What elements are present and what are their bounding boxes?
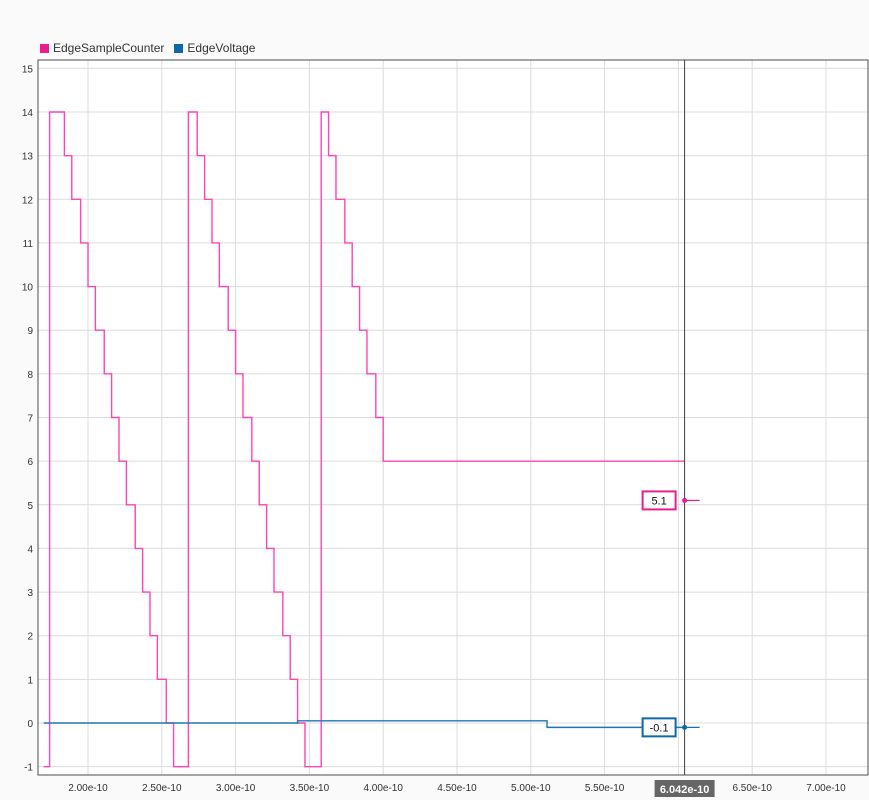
- y-tick-label: 6: [27, 457, 33, 468]
- cursor-x-label-box: [654, 780, 715, 797]
- legend-swatch: [174, 43, 184, 53]
- y-tick-label: 15: [22, 64, 34, 75]
- plot-border: [37, 59, 869, 776]
- x-tick-label: 3.50e-10: [290, 783, 330, 794]
- cursor-x-label: 6.042e-10: [660, 784, 710, 796]
- cursor-readout-marker: [682, 724, 688, 730]
- y-tick-label: 7: [27, 414, 33, 425]
- y-tick-label: 3: [27, 588, 33, 599]
- x-tick-label: 2.50e-10: [142, 783, 182, 794]
- cursor-readout-marker: [682, 497, 688, 503]
- y-tick-label: 8: [27, 370, 33, 381]
- y-tick-label: 10: [22, 283, 34, 294]
- cursor-readout-box: [641, 717, 677, 738]
- legend-item[interactable]: EdgeVoltage: [174, 41, 255, 55]
- cursor-readout-value: -0.1: [650, 722, 669, 734]
- series-line-EdgeSampleCounter[interactable]: [43, 111, 685, 768]
- legend: EdgeSampleCounter EdgeVoltage: [40, 40, 265, 56]
- x-tick-label: 6.50e-10: [732, 783, 772, 794]
- x-tick-label: 7.00e-10: [806, 783, 846, 794]
- x-tick-label: 5.00e-10: [511, 783, 551, 794]
- y-tick-label: 9: [27, 326, 33, 337]
- y-tick-label: 14: [22, 108, 34, 119]
- y-tick-label: 5: [27, 501, 33, 512]
- cursor-readout-box: [641, 490, 677, 511]
- y-tick-label: 11: [23, 239, 34, 250]
- cursor-readout-value: 5.1: [651, 495, 666, 507]
- legend-label: EdgeSampleCounter: [53, 41, 165, 55]
- x-tick-label: 4.00e-10: [363, 783, 403, 794]
- x-tick-label: 3.00e-10: [216, 783, 256, 794]
- legend-swatch: [40, 43, 49, 53]
- y-tick-label: 1: [27, 675, 33, 686]
- y-tick-label: 12: [22, 195, 34, 206]
- x-tick-label: 2.00e-10: [68, 783, 108, 794]
- x-tick-label: 4.50e-10: [437, 783, 477, 794]
- y-tick-label: -1: [24, 763, 33, 774]
- legend-label: EdgeVoltage: [187, 41, 256, 55]
- x-tick-label: 5.50e-10: [585, 783, 625, 794]
- y-tick-label: 13: [22, 152, 34, 163]
- y-tick-label: 4: [27, 544, 33, 555]
- y-tick-label: 2: [27, 632, 33, 643]
- y-tick-label: 0: [27, 719, 33, 730]
- series-line-EdgeVoltage[interactable]: [43, 720, 685, 729]
- legend-item[interactable]: EdgeSampleCounter: [40, 41, 164, 55]
